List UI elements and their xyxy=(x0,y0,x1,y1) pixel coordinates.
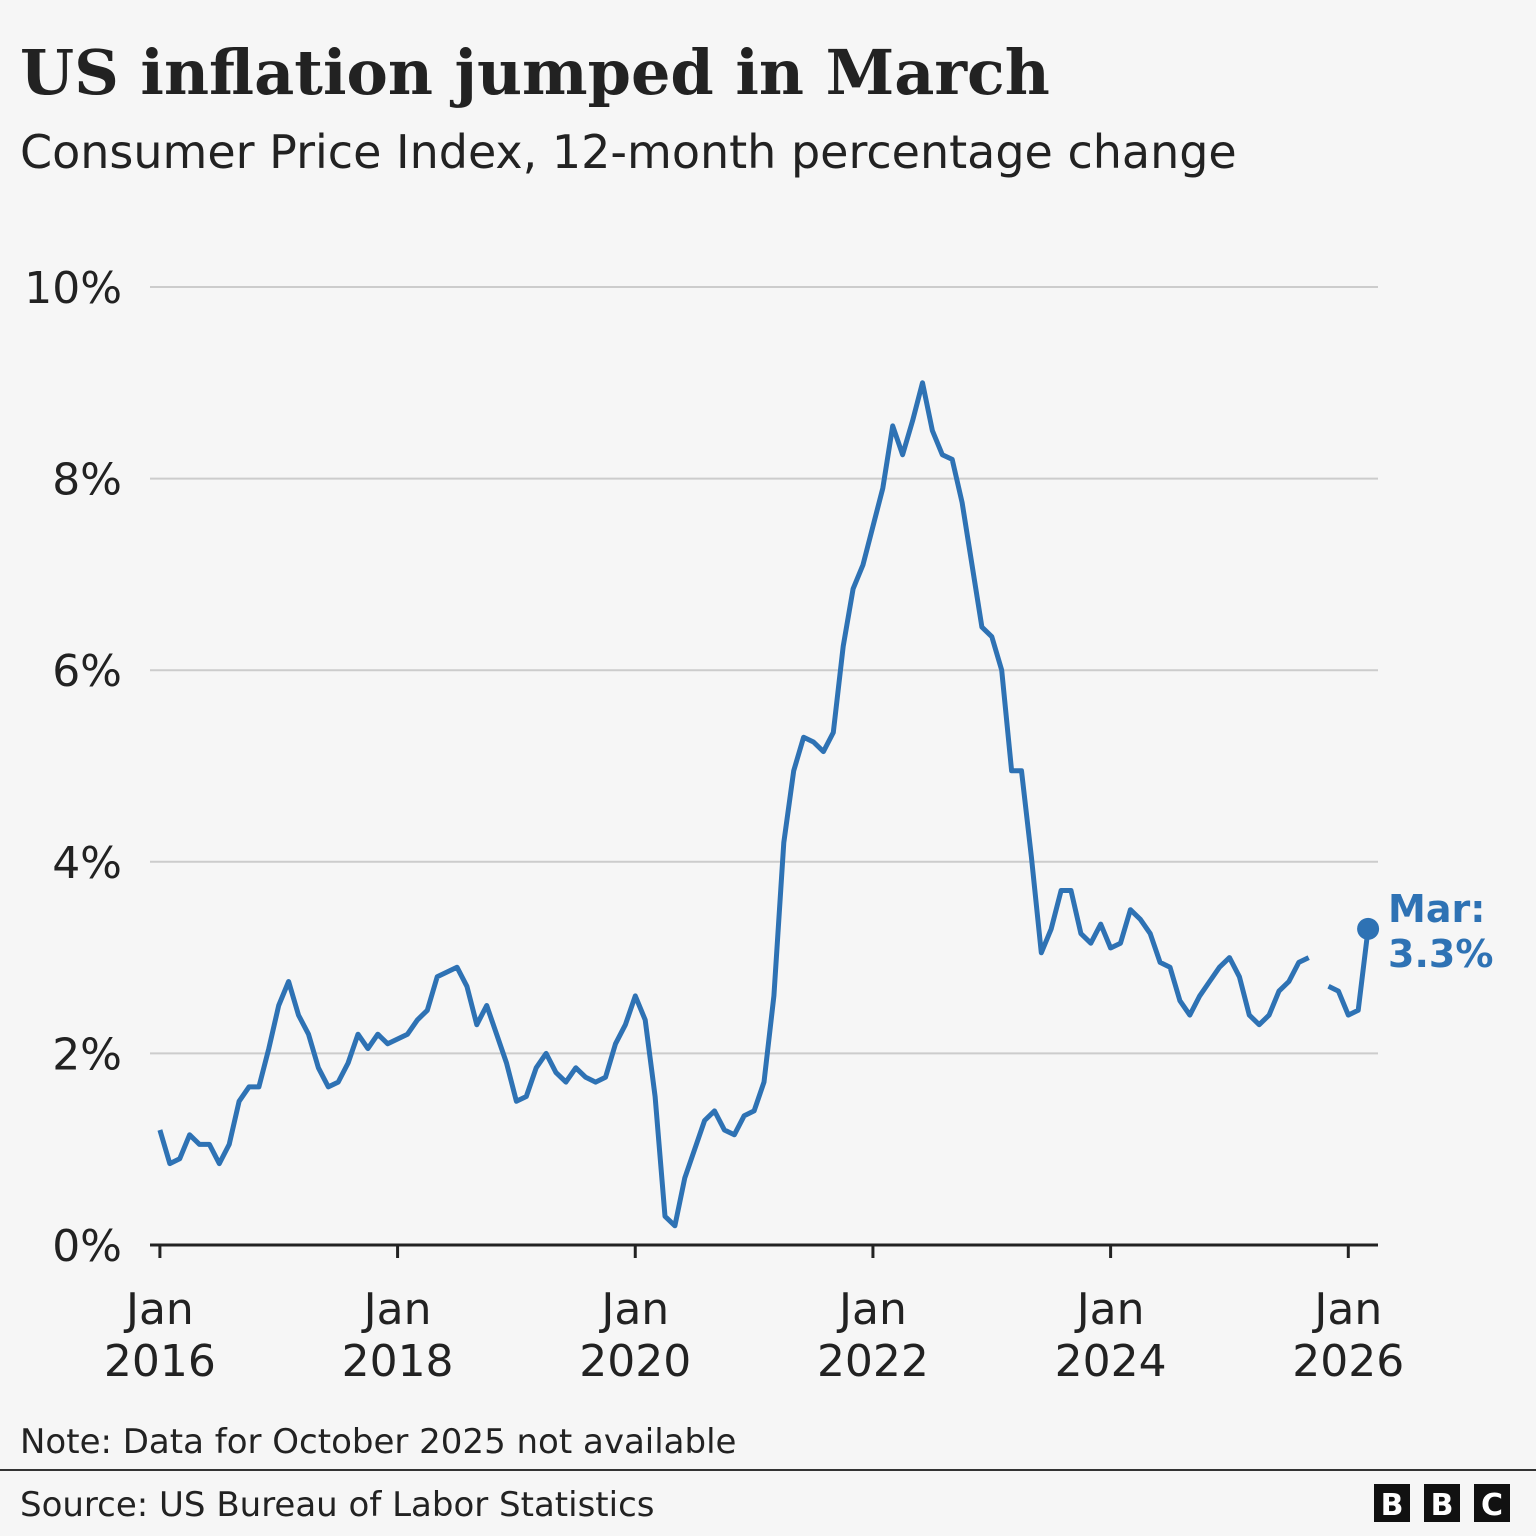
y-tick-label: 2% xyxy=(52,1029,122,1080)
end-dot xyxy=(1357,917,1380,940)
series-line xyxy=(157,380,1371,1229)
x-tick-label: Jan 2018 xyxy=(342,1284,454,1387)
logo-text: BBC xyxy=(1381,1488,1503,1523)
note: Note: Data for October 2025 not availabl… xyxy=(20,1422,736,1462)
annotation-text: Mar: xyxy=(1388,887,1485,931)
chart-subtitle: Consumer Price Index, 12-month percentag… xyxy=(20,125,1237,179)
annotation-label: 3.3% xyxy=(1388,932,1493,976)
y-tick-label: 0% xyxy=(52,1221,122,1272)
logo: BBC xyxy=(1374,1484,1510,1523)
x-tick-label: Jan 2020 xyxy=(579,1284,691,1387)
chart-title: US inflation jumped in March xyxy=(20,36,1050,109)
source: Source: US Bureau of Labor Statistics xyxy=(20,1485,654,1525)
x-tick-label: Jan 2022 xyxy=(817,1284,929,1387)
y-tick-label: 8% xyxy=(52,455,122,506)
x-tick-label: Jan 2024 xyxy=(1055,1284,1167,1387)
x-tick-label: Jan 2026 xyxy=(1292,1284,1404,1387)
logo-box xyxy=(1374,1484,1410,1522)
logo-box xyxy=(1474,1484,1510,1522)
y-tick-label: 4% xyxy=(52,838,122,889)
y-tick-label: 10% xyxy=(24,263,122,314)
logo-box xyxy=(1424,1484,1460,1522)
y-tick-label: 6% xyxy=(52,646,122,697)
x-tick-label: Jan 2016 xyxy=(104,1284,216,1387)
